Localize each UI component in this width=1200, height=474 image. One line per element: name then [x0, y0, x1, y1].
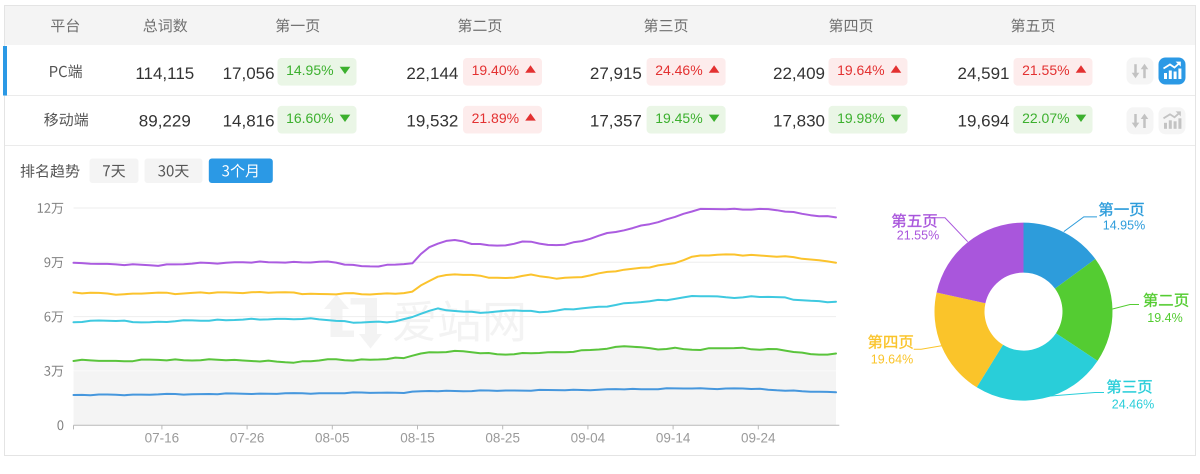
svg-text:08-15: 08-15	[400, 430, 435, 445]
svg-text:19.45%: 19.45%	[655, 110, 702, 126]
svg-text:19,694: 19,694	[958, 111, 1010, 130]
svg-text:14.95%: 14.95%	[1103, 219, 1145, 233]
svg-text:08-05: 08-05	[315, 430, 350, 445]
svg-text:19,532: 19,532	[406, 111, 458, 130]
svg-text:24.46%: 24.46%	[655, 62, 702, 78]
svg-text:24.46%: 24.46%	[1112, 397, 1154, 411]
svg-text:22.07%: 22.07%	[1022, 110, 1069, 126]
svg-text:14,816: 14,816	[223, 111, 275, 130]
svg-text:17,056: 17,056	[223, 64, 275, 83]
svg-text:27,915: 27,915	[590, 64, 642, 83]
svg-text:21.55%: 21.55%	[897, 229, 939, 243]
svg-text:114,115: 114,115	[135, 64, 194, 83]
svg-text:17,357: 17,357	[590, 111, 642, 130]
svg-text:22,409: 22,409	[773, 64, 825, 83]
svg-text:09-04: 09-04	[571, 430, 606, 445]
svg-text:07-26: 07-26	[230, 430, 265, 445]
svg-text:24,591: 24,591	[958, 64, 1010, 83]
svg-text:09-14: 09-14	[656, 430, 691, 445]
svg-text:19.64%: 19.64%	[871, 353, 913, 367]
svg-text:21.55%: 21.55%	[1022, 62, 1069, 78]
svg-text:89,229: 89,229	[139, 111, 191, 130]
svg-text:21.89%: 21.89%	[472, 110, 519, 126]
svg-text:19.40%: 19.40%	[472, 62, 519, 78]
svg-text:14.95%: 14.95%	[286, 62, 333, 78]
svg-text:09-24: 09-24	[741, 430, 776, 445]
svg-text:22,144: 22,144	[406, 64, 458, 83]
svg-text:19.4%: 19.4%	[1147, 311, 1182, 325]
svg-text:16.60%: 16.60%	[286, 110, 333, 126]
svg-text:07-16: 07-16	[145, 430, 180, 445]
svg-text:08-25: 08-25	[485, 430, 520, 445]
svg-text:19.64%: 19.64%	[837, 62, 884, 78]
svg-text:17,830: 17,830	[773, 111, 825, 130]
svg-text:19.98%: 19.98%	[837, 110, 884, 126]
